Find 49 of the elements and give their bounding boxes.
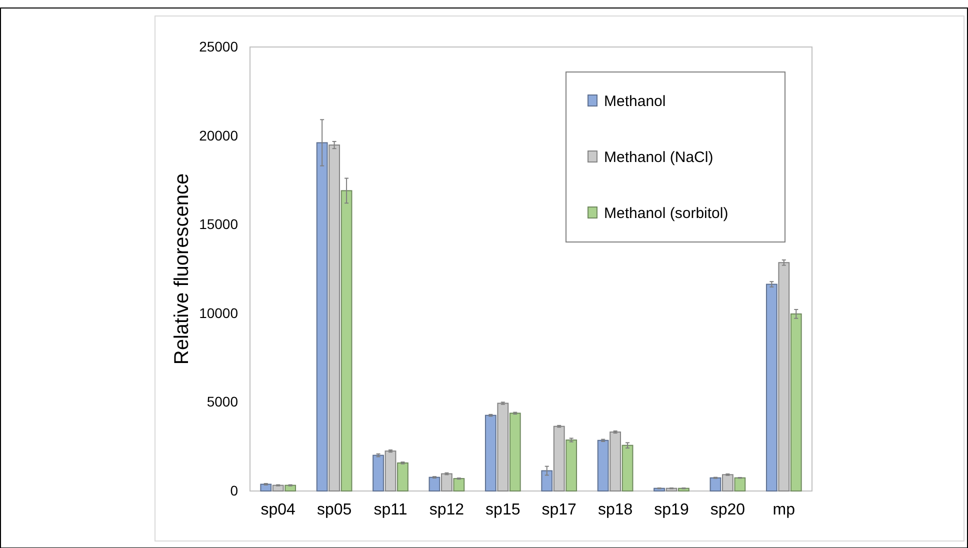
x-tick-label: sp18 [598, 501, 633, 518]
y-tick-label: 15000 [199, 216, 238, 232]
bar [484, 414, 496, 492]
x-tick-label: sp12 [429, 501, 464, 518]
bar [384, 450, 396, 492]
bar [372, 454, 384, 492]
bar [497, 402, 509, 492]
y-tick-label: 0 [230, 482, 238, 498]
x-tick-label: sp05 [316, 501, 352, 518]
bar [678, 488, 690, 492]
bar [397, 462, 408, 492]
bar [260, 484, 272, 492]
bar [441, 473, 452, 492]
bar [654, 488, 665, 492]
bar [328, 144, 340, 492]
bar [553, 426, 565, 492]
x-tick-label: mp [772, 501, 796, 518]
x-tick-label: sp15 [486, 501, 520, 518]
legend-label: Methanol (NaCl) [604, 149, 714, 166]
x-tick-label: sp11 [374, 501, 408, 518]
x-tick-label: sp19 [654, 501, 689, 518]
bar [428, 476, 440, 492]
bar [541, 470, 553, 492]
y-tick-label: 25000 [199, 38, 238, 54]
y-axis-title: Relative fluorescence [171, 173, 193, 365]
bar [509, 412, 521, 492]
legend-label: Methanol [604, 93, 666, 110]
bar [790, 313, 802, 492]
x-tick-label: sp17 [542, 501, 577, 518]
bar [272, 484, 284, 492]
bar [710, 477, 722, 492]
x-tick-label: sp20 [710, 501, 746, 518]
bar [778, 262, 790, 492]
bar [597, 440, 609, 492]
y-tick-label: 10000 [199, 304, 238, 321]
bar [610, 432, 621, 492]
x-tick-label: sp04 [260, 501, 296, 518]
y-tick-label: 5000 [206, 394, 238, 410]
legend-label: Methanol (sorbitol) [604, 205, 728, 222]
bar [316, 142, 328, 492]
bar [622, 444, 634, 492]
y-tick-label: 20000 [199, 127, 238, 144]
bar [734, 477, 746, 492]
bar [284, 484, 296, 492]
bar [453, 478, 465, 492]
bar [722, 474, 734, 492]
bar [566, 440, 578, 492]
bar [340, 190, 352, 492]
bar [766, 284, 778, 492]
